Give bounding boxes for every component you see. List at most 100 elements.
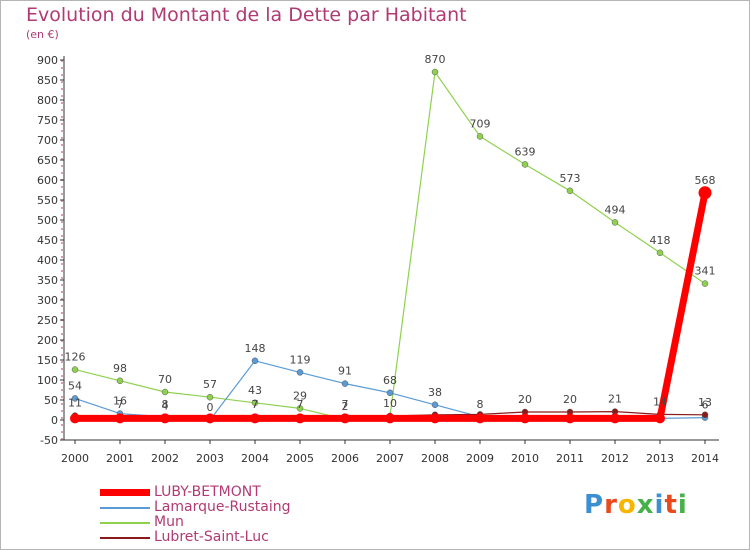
data-label: 709 [470,117,491,130]
x-tick-label: 2013 [646,452,674,465]
data-label: 7 [297,398,304,411]
data-point [611,219,619,226]
y-tick-label: 300 [37,294,58,307]
chart-subtitle: (en €) [26,28,59,41]
data-point [251,357,259,365]
data-label: 119 [290,353,311,366]
y-tick-label: 50 [44,394,58,407]
y-tick-label: 350 [37,274,58,287]
data-label: 38 [428,386,442,399]
data-label: 7 [342,398,349,411]
data-label: 7 [117,398,124,411]
x-tick-label: 2007 [376,452,404,465]
x-tick-label: 2002 [151,452,179,465]
y-tick-label: 250 [37,314,58,327]
legend-swatch [100,536,150,539]
x-tick-label: 2009 [466,452,494,465]
legend-swatch [100,521,150,524]
data-point [70,413,80,424]
legend-swatch [100,489,150,496]
chart-data-labels: 568 54 16 8 0 148 119 91 68 38 8 6 126 98 70 57 43 29 2 10 8… [65,53,716,414]
y-tick-label: 750 [37,114,58,127]
x-tick-label: 2008 [421,452,449,465]
data-label: 148 [245,342,266,355]
x-tick-label: 2010 [511,452,539,465]
y-tick-label: 500 [37,214,58,227]
data-point [296,369,304,376]
legend-label: Mun [154,514,184,530]
x-tick-label: 2011 [556,452,584,465]
data-point [71,395,79,402]
data-point [476,133,484,140]
data-label: 13 [698,396,712,409]
data-label: 6 [702,399,709,412]
data-label: 21 [608,393,622,406]
x-tick-label: 2014 [691,452,719,465]
data-point [205,413,215,424]
data-point [521,161,529,168]
data-label: 98 [113,362,127,375]
legend-label: Lamarque-Rustaing [154,499,291,515]
data-label: 14 [653,395,667,408]
data-point [701,411,709,419]
data-label: 91 [338,365,352,378]
data-label: 20 [563,393,577,406]
data-label: 57 [203,378,217,391]
data-label: 16 [113,395,127,408]
data-label: 70 [158,373,172,386]
y-tick-label: 650 [37,154,58,167]
x-tick-label: 2012 [601,452,629,465]
legend-label: LUBY-BETMONT [154,484,261,500]
x-tick-label: 2003 [196,452,224,465]
data-label: 2 [342,400,349,413]
series-line [74,71,706,420]
series-luby-betmont [70,186,712,424]
data-point [160,413,170,424]
data-point [115,413,125,424]
data-point [520,413,530,424]
x-tick-label: 2004 [241,452,269,465]
series-mun [71,68,709,423]
data-point [565,413,575,424]
data-point [656,249,664,257]
data-label: 10 [383,397,397,410]
data-label: 0 [207,401,214,414]
data-label: 20 [518,393,532,406]
data-point [431,68,439,76]
y-tick-label: -50 [40,434,58,447]
y-tick-label: 0 [51,414,58,427]
data-label: 4 [162,399,169,412]
x-tick-label: 2000 [61,452,89,465]
x-tick-label: 2001 [106,452,134,465]
data-point [475,413,485,424]
chart-axes: -500501001502002503003504004505005506006… [37,54,719,465]
data-point [206,393,214,401]
data-label: 568 [695,174,716,187]
data-point [655,413,665,424]
data-label: 573 [560,172,581,185]
y-tick-label: 600 [37,174,58,187]
data-point [295,413,305,424]
data-point [250,413,260,424]
data-point [386,389,394,397]
y-tick-label: 200 [37,334,58,347]
data-point [251,399,259,407]
data-label: 8 [162,398,169,411]
x-tick-label: 2005 [286,452,314,465]
chart-title: Evolution du Montant de la Dette par Hab… [26,4,467,26]
legend-label: Lubret-Saint-Luc [154,529,269,545]
data-label: 418 [650,234,671,247]
data-label: 29 [293,389,307,402]
chart-series [70,68,712,424]
data-point [341,380,349,387]
data-label: 126 [65,351,86,364]
y-tick-label: 900 [37,54,58,67]
data-label: 11 [68,397,82,410]
data-point [340,413,350,424]
y-tick-label: 450 [37,234,58,247]
data-point [71,366,79,373]
y-tick-label: 550 [37,194,58,207]
data-label: 8 [477,398,484,411]
proxiti-logo: Proxiti [584,490,688,520]
